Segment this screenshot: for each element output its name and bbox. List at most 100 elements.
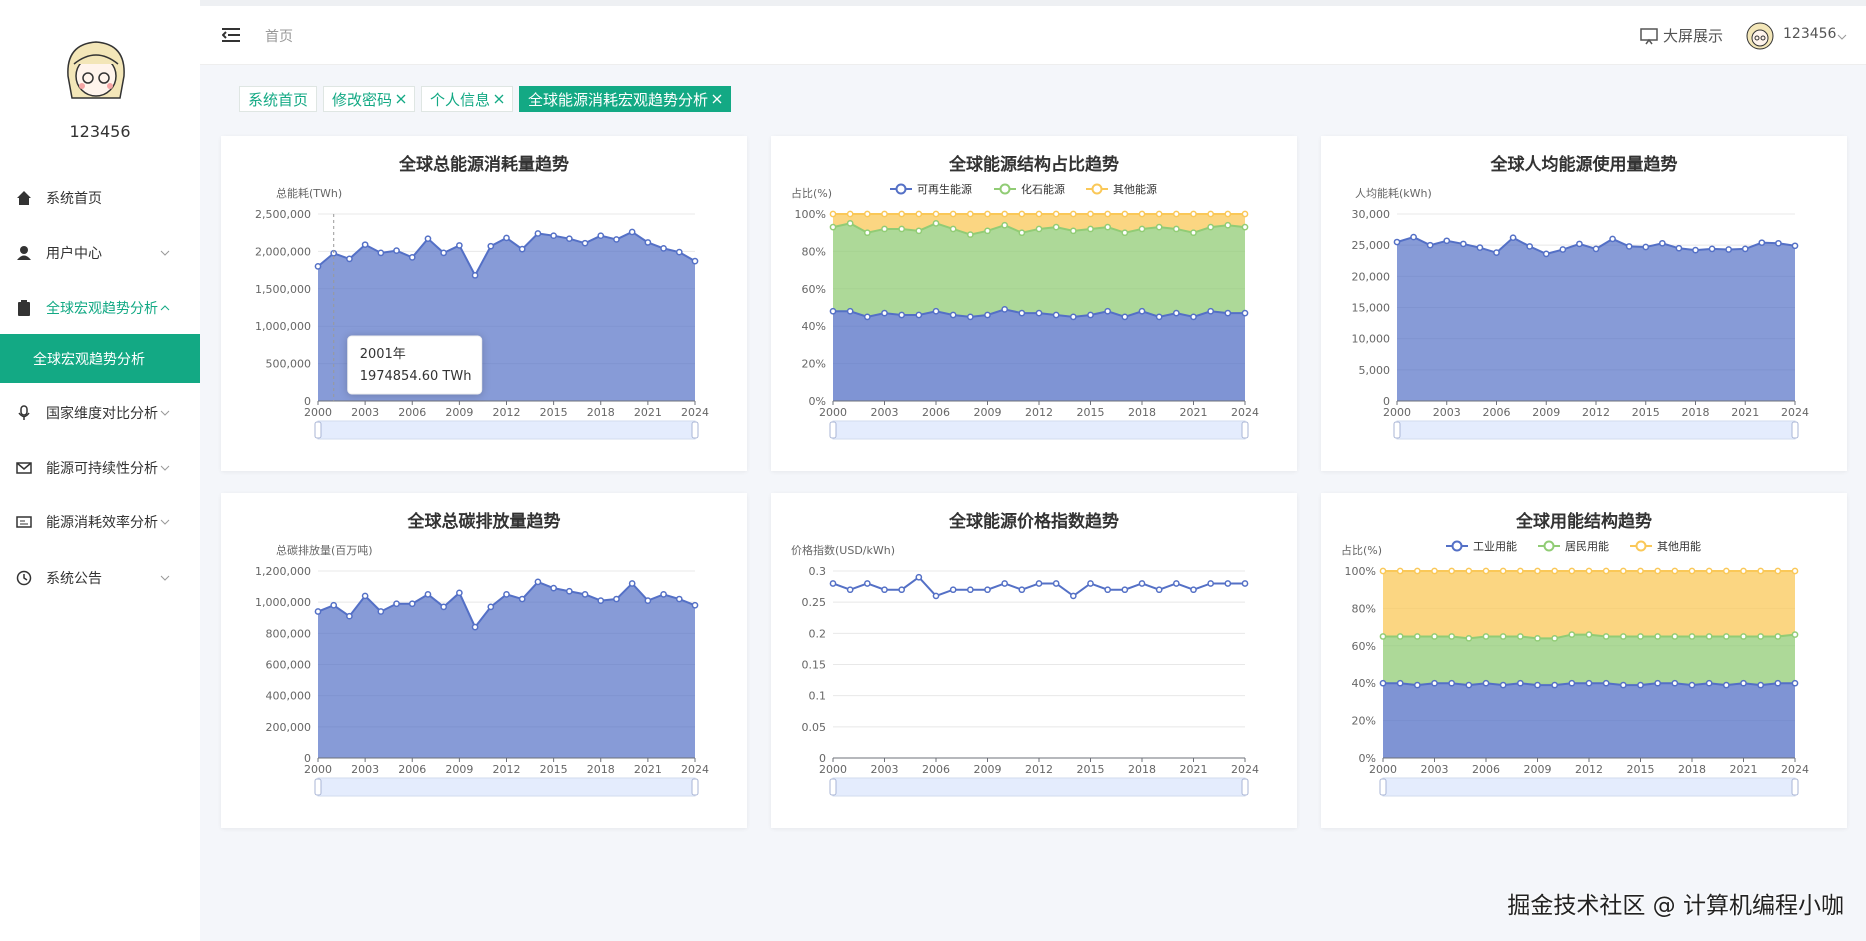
data-point xyxy=(1396,633,1404,640)
legend-marker xyxy=(1543,540,1555,552)
data-point xyxy=(1224,210,1232,218)
x-tick-label: 2018 xyxy=(587,406,615,419)
data-point xyxy=(932,220,940,227)
data-point xyxy=(1396,679,1404,687)
data-point xyxy=(846,586,854,594)
y-tick-label: 0% xyxy=(1359,752,1376,765)
data-point xyxy=(1542,250,1550,258)
data-point xyxy=(1138,307,1146,315)
menu-item[interactable]: 系统首页 xyxy=(0,175,200,221)
header-avatar[interactable] xyxy=(1746,22,1774,50)
data-point xyxy=(1465,681,1473,689)
chart-title: 全球人均能源使用量趋势 xyxy=(1490,154,1678,175)
x-tick-label: 2006 xyxy=(922,406,950,419)
data-point xyxy=(1379,567,1387,575)
chart-card: 全球用能结构趋势 占比(%) 0% 20% 40% 60% 80% 100% 2000 2003 2… xyxy=(1321,493,1847,828)
y-tick-label: 25,000 xyxy=(1352,239,1391,252)
data-point xyxy=(1172,210,1180,218)
data-point xyxy=(1448,679,1456,687)
data-point xyxy=(628,580,636,587)
data-point xyxy=(863,229,871,237)
bigscreen-link[interactable]: 大屏展示 xyxy=(1663,27,1724,45)
data-point xyxy=(1207,307,1215,315)
watermark: 掘金技术社区 @ 计算机编程小咖 xyxy=(1507,893,1844,919)
menu-item[interactable]: 用户中心 xyxy=(0,230,200,276)
menu-item[interactable]: 系统公告 xyxy=(0,555,200,601)
tab[interactable]: 修改密码 xyxy=(323,86,416,112)
data-point xyxy=(1138,580,1146,587)
data-point xyxy=(361,592,369,600)
data-point xyxy=(1413,633,1421,640)
menu-toggle[interactable] xyxy=(222,28,240,42)
username: 123456 xyxy=(69,122,131,141)
data-point xyxy=(1602,679,1610,687)
y-tick-label: 10,000 xyxy=(1352,333,1391,346)
x-tick-label: 2009 xyxy=(445,406,473,419)
data-point xyxy=(984,227,991,235)
submenu-item[interactable]: 全球宏观趋势分析 xyxy=(0,334,200,383)
breadcrumb[interactable]: 首页 xyxy=(265,29,293,45)
data-point xyxy=(1758,239,1766,247)
chart-grid: 全球总能源消耗量趋势 总能耗(TWh) 0 500,000 1,000,000 1,500… xyxy=(221,136,1847,828)
y-tick-label: 0 xyxy=(819,752,826,765)
y-tick-label: 20,000 xyxy=(1352,270,1391,283)
zoom-handle xyxy=(829,778,837,796)
header-username[interactable]: 123456 xyxy=(1783,26,1837,42)
tab-close[interactable] xyxy=(396,94,406,104)
x-tick-label: 2018 xyxy=(1678,763,1706,776)
data-point xyxy=(1413,681,1421,689)
zoom-handle xyxy=(1393,421,1401,439)
data-point xyxy=(1413,567,1421,575)
data-point xyxy=(1448,567,1456,575)
data-point xyxy=(949,210,957,218)
data-point xyxy=(1585,567,1593,575)
data-point xyxy=(915,227,923,235)
data-point xyxy=(1791,242,1799,250)
y-tick-label: 1,000,000 xyxy=(255,320,311,333)
data-point xyxy=(1592,245,1600,253)
data-point xyxy=(1104,210,1112,218)
data-point xyxy=(829,210,837,218)
menu-item[interactable]: 全球宏观趋势分析 xyxy=(0,285,200,331)
data-point xyxy=(1476,244,1484,252)
data-point xyxy=(966,210,974,218)
y-tick-label: 0.3 xyxy=(809,565,827,578)
x-tick-label: 2012 xyxy=(1575,763,1603,776)
data-point xyxy=(518,245,526,253)
tab[interactable]: 个人信息 xyxy=(421,86,514,112)
tab-close[interactable] xyxy=(494,94,504,104)
data-point xyxy=(1465,567,1473,575)
data-point xyxy=(1774,679,1782,687)
data-point xyxy=(898,210,906,218)
menu-item[interactable]: 能源消耗效率分析 xyxy=(0,499,200,545)
tab[interactable]: 全球能源消耗宏观趋势分析 xyxy=(519,86,732,112)
x-tick-label: 2024 xyxy=(1231,763,1259,776)
tab[interactable]: 系统首页 xyxy=(239,86,318,112)
zoom-handle xyxy=(1241,421,1249,439)
menu-item[interactable]: 国家维度对比分析 xyxy=(0,390,200,436)
y-tick-label: 600,000 xyxy=(266,659,312,672)
y-tick-label: 60% xyxy=(1352,640,1376,653)
zoom-slider xyxy=(1382,777,1796,797)
tab-close[interactable] xyxy=(712,94,722,104)
chart-title: 全球用能结构趋势 xyxy=(1515,511,1652,532)
data-point xyxy=(1740,679,1747,687)
x-tick-label: 2018 xyxy=(1128,406,1156,419)
data-point xyxy=(1692,246,1699,254)
area xyxy=(1397,237,1795,401)
x-tick-label: 2012 xyxy=(1025,406,1053,419)
data-point xyxy=(346,612,353,620)
data-point xyxy=(1671,679,1679,687)
tab-label: 修改密码 xyxy=(332,90,393,109)
data-point xyxy=(1138,225,1146,233)
zoom-slider xyxy=(317,420,696,440)
x-tick-label: 2003 xyxy=(351,406,379,419)
data-point xyxy=(1190,229,1197,237)
data-point xyxy=(1637,567,1644,575)
x-tick-label: 2003 xyxy=(351,763,379,776)
menu-item[interactable]: 能源可持续性分析 xyxy=(0,445,200,491)
data-point xyxy=(1207,223,1215,231)
x-tick-label: 2024 xyxy=(1781,406,1809,419)
